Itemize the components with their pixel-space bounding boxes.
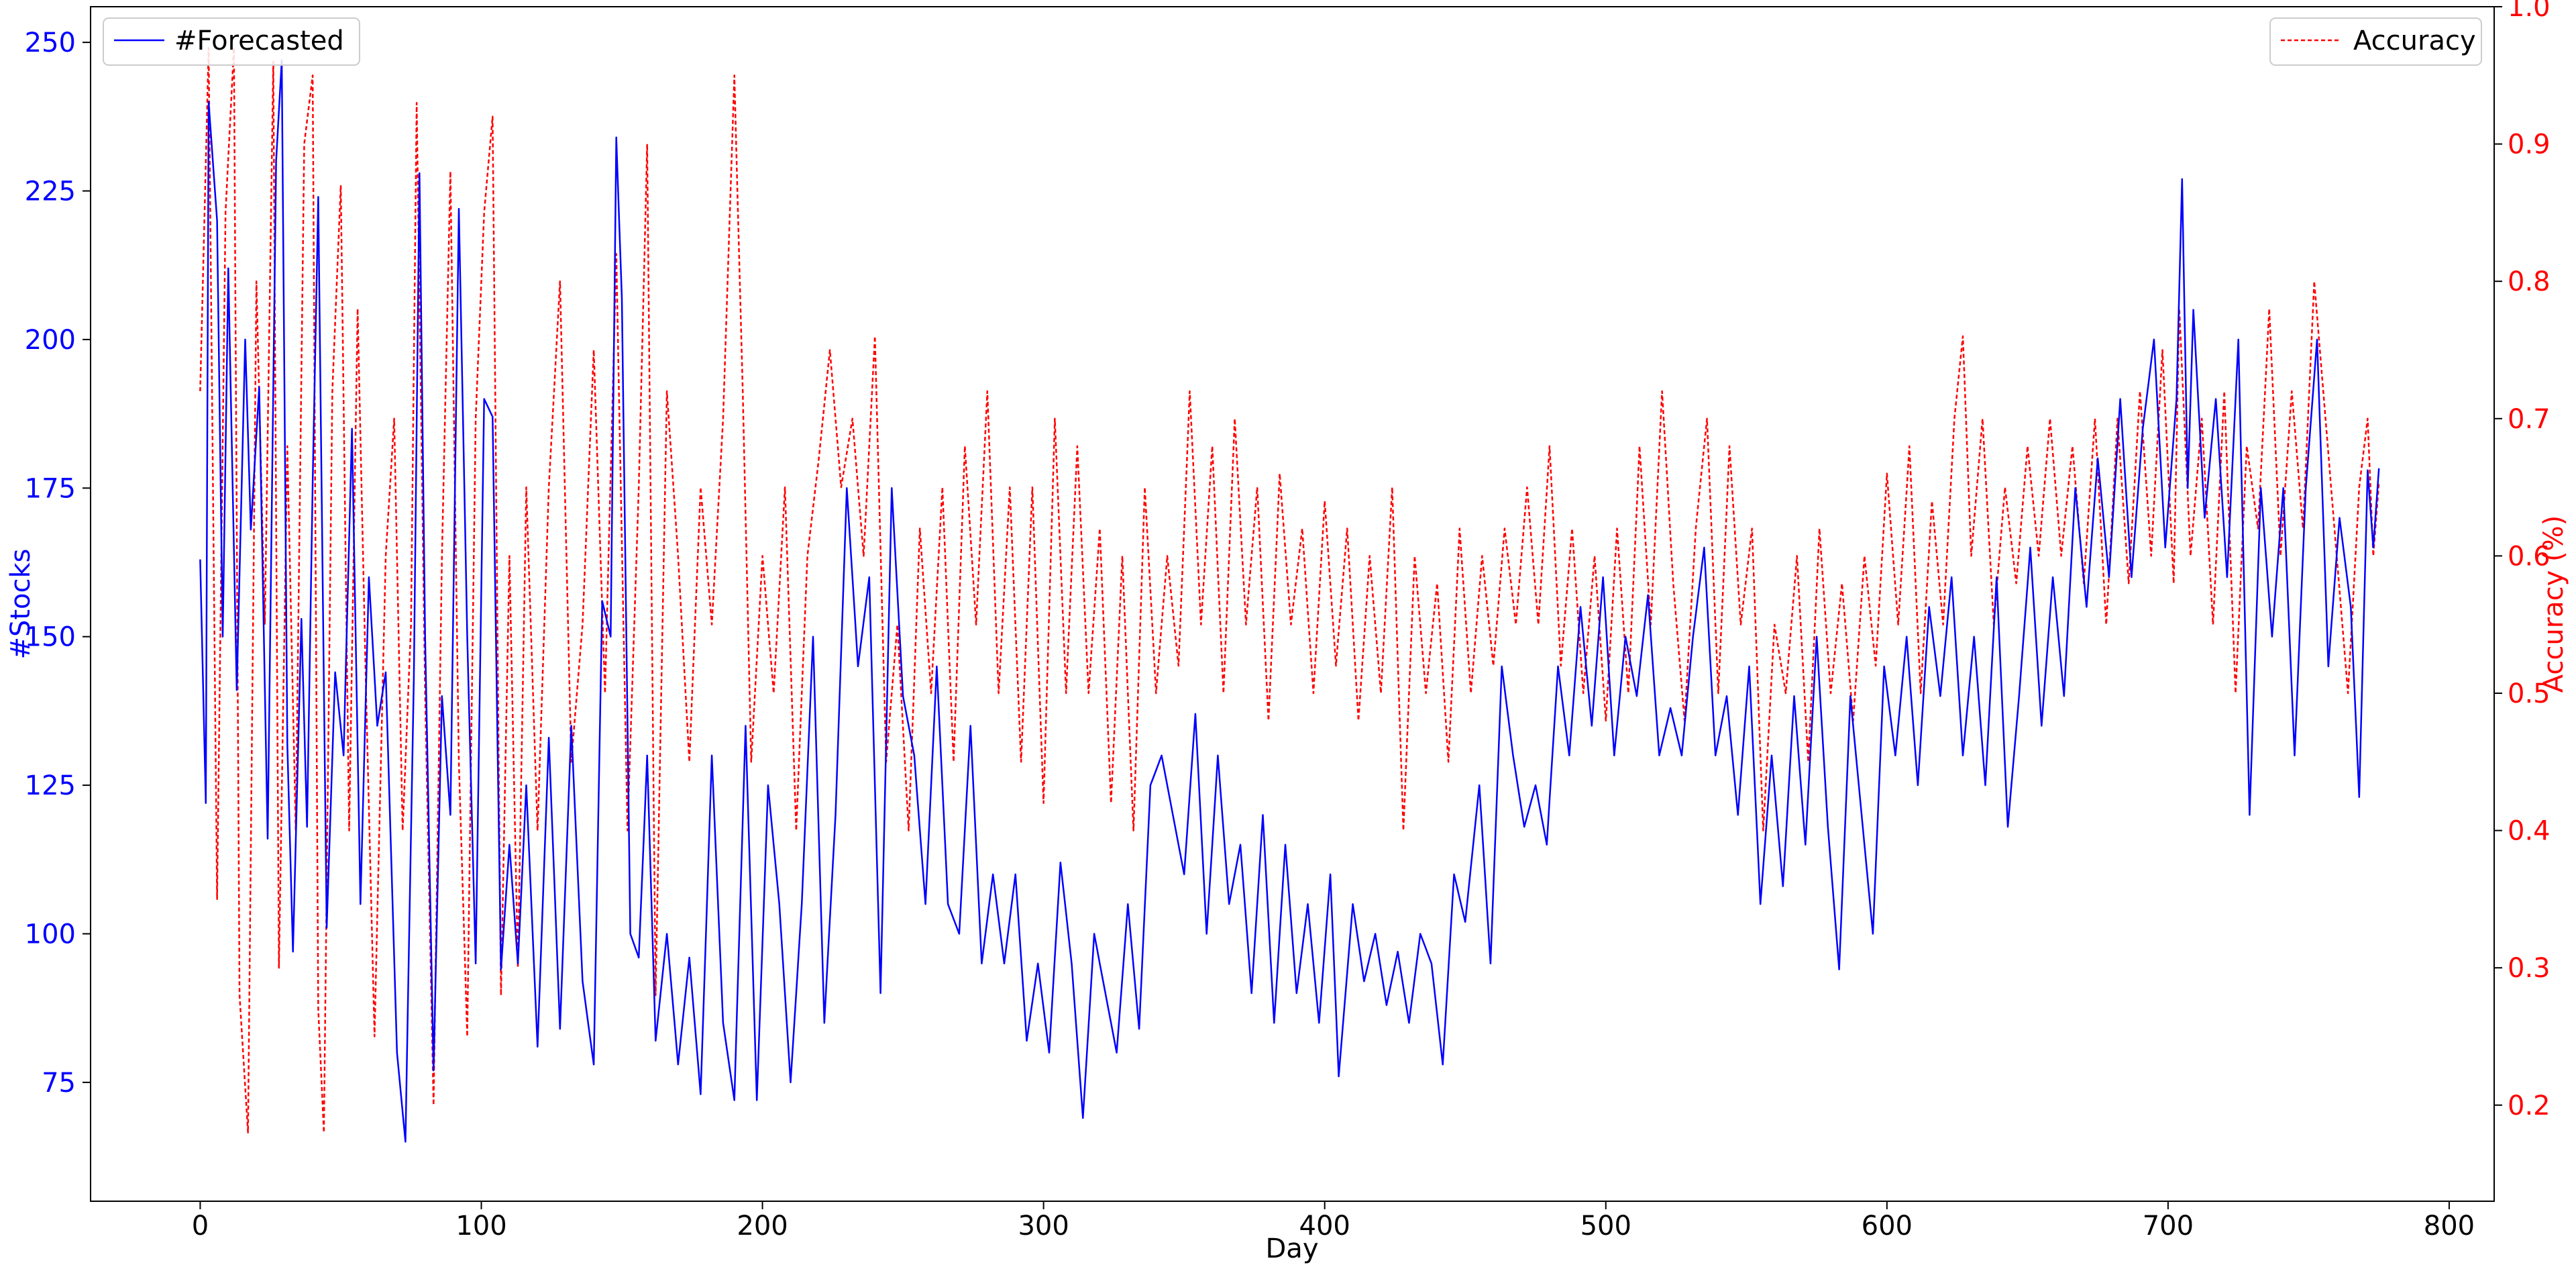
- x-tick-label: 500: [1580, 1211, 1631, 1241]
- right-y-tick-label: 0.2: [2508, 1090, 2551, 1121]
- x-tick-label: 800: [2424, 1211, 2475, 1241]
- legend-forecasted-label: #Forecasted: [174, 26, 344, 56]
- legend-forecasted-box: [103, 17, 360, 66]
- legend-accuracy: Accuracy: [2269, 17, 2482, 66]
- x-axis-label: Day: [1266, 1233, 1319, 1264]
- left-y-tick-label: 175: [25, 473, 76, 504]
- legend-accuracy-label: Accuracy: [2353, 26, 2476, 56]
- x-tick-label: 200: [737, 1211, 788, 1241]
- series-layer: [199, 47, 2380, 1143]
- left-y-tick-label: 200: [25, 325, 76, 356]
- plot-background: [91, 7, 2494, 1201]
- accuracy-series-line: [199, 47, 2380, 1133]
- right-y-tick-label: 1.0: [2508, 0, 2551, 23]
- right-y-axis: 0.2 0.3 0.4 0.5 0.6 0.7 0.8 0.9 1.0: [2494, 0, 2551, 1121]
- x-tick-label: 400: [1299, 1211, 1350, 1241]
- right-y-tick-label: 0.3: [2508, 953, 2551, 984]
- left-y-tick-label: 125: [25, 770, 76, 801]
- right-y-axis-label: Accuracy (%): [2538, 515, 2569, 693]
- plot-frame: [90, 6, 2495, 1202]
- right-y-tick-label: 0.8: [2508, 266, 2551, 297]
- left-y-tick-label: 225: [25, 176, 76, 207]
- x-tick-label: 0: [192, 1211, 209, 1241]
- x-axis: 0 100 200 300 400 500 600 700 800: [192, 1201, 2475, 1241]
- x-tick-label: 600: [1862, 1211, 1913, 1241]
- x-tick-label: 100: [455, 1211, 506, 1241]
- x-tick-label: 300: [1018, 1211, 1069, 1241]
- right-y-tick-label: 0.7: [2508, 404, 2551, 435]
- left-y-axis-label: #Stocks: [5, 548, 36, 659]
- right-y-tick-label: 0.6: [2508, 541, 2551, 572]
- left-y-tick-label: 100: [25, 919, 76, 950]
- forecasted-series-line: [199, 59, 2380, 1143]
- legend-accuracy-box: [2269, 17, 2482, 66]
- legend-forecasted: #Forecasted: [103, 17, 360, 66]
- left-y-tick-label: 75: [42, 1068, 76, 1099]
- left-y-tick-label: 250: [25, 28, 76, 58]
- left-y-axis: 75 100 125 150 175 200 225 250: [25, 28, 91, 1099]
- right-y-tick-label: 0.4: [2508, 816, 2551, 847]
- right-y-tick-label: 0.9: [2508, 130, 2551, 160]
- x-tick-label: 700: [2143, 1211, 2194, 1241]
- right-y-tick-label: 0.5: [2508, 678, 2551, 709]
- left-y-tick-label: 150: [25, 622, 76, 653]
